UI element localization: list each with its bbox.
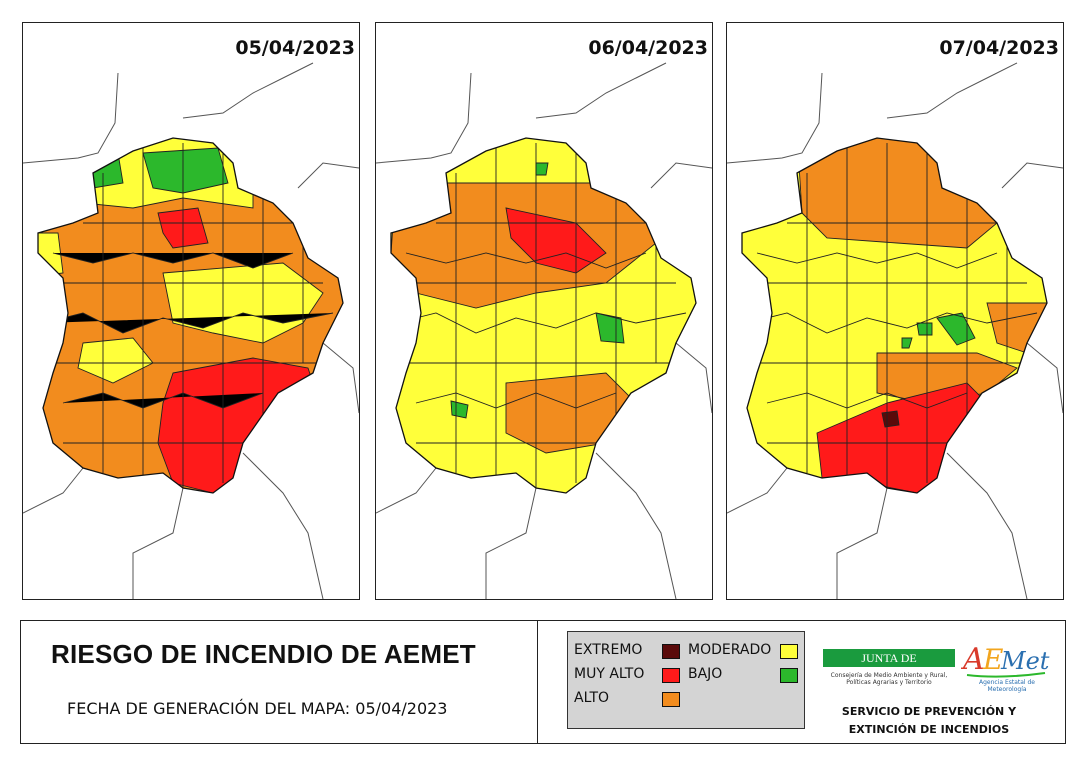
map-date-label: 06/04/2023 [588, 37, 708, 59]
service-line-1: SERVICIO DE PREVENCIÓN Y [841, 705, 1017, 718]
legend-swatch-alto [662, 692, 680, 707]
map-date-label: 05/04/2023 [235, 37, 355, 59]
map-07 [727, 62, 1063, 599]
aemet-logo-met: Met [1000, 647, 1050, 675]
aemet-subtitle: Agencia Estatal de Meteorología [978, 679, 1035, 693]
generation-date: FECHA DE GENERACIÓN DEL MAPA: 05/04/2023 [67, 699, 448, 718]
legend-label-alto: ALTO [574, 690, 610, 706]
map-title: RIESGO DE INCENDIO DE AEMET [51, 639, 476, 669]
legend-swatch-bajo [780, 668, 798, 683]
map-panel-1: 05/04/2023 [22, 22, 360, 600]
risk-legend: EXTREMO MUY ALTO ALTO MODERADO BAJO [567, 631, 805, 729]
aemet-logo: A E Met [961, 642, 1050, 678]
map-06 [376, 62, 712, 599]
footer-box: RIESGO DE INCENDIO DE AEMET FECHA DE GEN… [20, 620, 1066, 744]
legend-swatch-muy-alto [662, 668, 680, 683]
service-name: SERVICIO DE PREVENCIÓN Y EXTINCIÓN DE IN… [819, 703, 1039, 739]
map-date-label: 07/04/2023 [939, 37, 1059, 59]
map-panel-2: 06/04/2023 [375, 22, 713, 600]
service-line-2: EXTINCIÓN DE INCENDIOS [848, 723, 1010, 736]
junta-extremadura-logo: JUNTA DE EXTREMADURA [821, 647, 957, 687]
aemet-logo-a: A [961, 642, 985, 677]
legend-label-moderado: MODERADO [688, 642, 772, 658]
aemet-logo-e: E [982, 643, 1003, 676]
legend-label-bajo: BAJO [688, 666, 723, 682]
footer-divider [537, 621, 538, 743]
legend-swatch-moderado [780, 644, 798, 659]
map-panel-3: 07/04/2023 [726, 22, 1064, 600]
legend-swatch-extremo [662, 644, 680, 659]
legend-label-extremo: EXTREMO [574, 642, 643, 658]
junta-subtitle: Consejería de Medio Ambiente y Rural, Po… [830, 672, 948, 686]
legend-label-muy-alto: MUY ALTO [574, 666, 645, 682]
map-05 [23, 62, 359, 599]
